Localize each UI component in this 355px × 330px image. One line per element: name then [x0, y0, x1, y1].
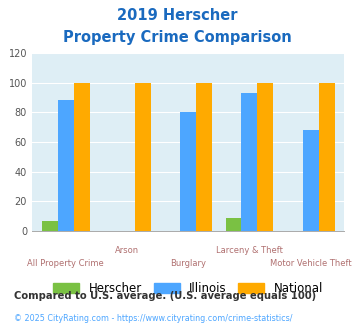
Bar	[58, 100, 73, 231]
Bar	[319, 82, 334, 231]
Bar	[196, 82, 212, 231]
Bar	[135, 82, 151, 231]
Text: Burglary: Burglary	[170, 259, 206, 268]
Bar	[257, 82, 273, 231]
Bar	[73, 82, 89, 231]
Text: Arson: Arson	[115, 246, 139, 255]
Text: All Property Crime: All Property Crime	[27, 259, 104, 268]
Text: Compared to U.S. average. (U.S. average equals 100): Compared to U.S. average. (U.S. average …	[14, 291, 316, 301]
Bar	[225, 218, 241, 231]
Bar	[42, 221, 58, 231]
Text: Motor Vehicle Theft: Motor Vehicle Theft	[270, 259, 351, 268]
Text: Property Crime Comparison: Property Crime Comparison	[63, 30, 292, 45]
Bar	[241, 93, 257, 231]
Text: 2019 Herscher: 2019 Herscher	[117, 8, 238, 23]
Bar	[180, 112, 196, 231]
Legend: Herscher, Illinois, National: Herscher, Illinois, National	[48, 278, 328, 300]
Text: Larceny & Theft: Larceny & Theft	[216, 246, 283, 255]
Text: © 2025 CityRating.com - https://www.cityrating.com/crime-statistics/: © 2025 CityRating.com - https://www.city…	[14, 314, 293, 323]
Bar	[303, 130, 319, 231]
